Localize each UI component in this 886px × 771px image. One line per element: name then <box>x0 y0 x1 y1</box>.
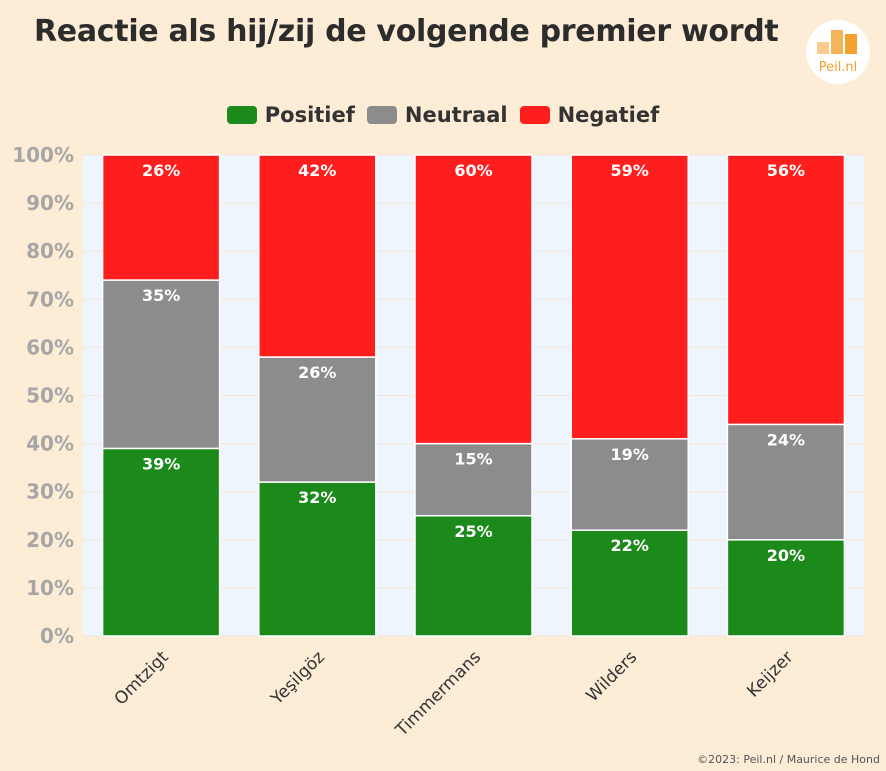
bar-segment <box>570 154 689 440</box>
bar-segment <box>726 539 846 637</box>
data-label: 22% <box>611 536 649 555</box>
y-tick-label: 90% <box>26 191 74 215</box>
chart-title: Reactie als hij/zij de volgende premier … <box>34 14 779 49</box>
data-label: 39% <box>142 454 180 473</box>
y-tick-label: 20% <box>26 528 74 552</box>
legend-item-positief: Positief <box>226 103 355 127</box>
legend-swatch-neutraal <box>366 106 397 124</box>
data-label: 19% <box>611 445 649 464</box>
y-tick-label: 80% <box>26 239 74 263</box>
peil-logo: Peil.nl <box>806 20 870 84</box>
y-tick-label: 60% <box>26 335 74 359</box>
data-label: 25% <box>454 522 492 541</box>
bar-segment <box>414 515 533 637</box>
legend: Positief Neutraal Negatief <box>0 100 886 130</box>
y-tick-label: 0% <box>40 624 74 648</box>
legend-swatch-negatief <box>519 106 550 124</box>
data-label: 32% <box>298 488 336 507</box>
bar-segment <box>101 154 221 281</box>
data-label: 26% <box>142 161 180 180</box>
y-tick-label: 50% <box>26 384 74 408</box>
legend-item-negatief: Negatief <box>519 103 660 127</box>
y-tick-label: 40% <box>26 432 74 456</box>
x-tick-label: Wilders <box>583 647 642 706</box>
data-label: 20% <box>767 546 805 565</box>
data-label: 35% <box>142 286 180 305</box>
legend-label-neutraal: Neutraal <box>404 103 508 127</box>
y-tick-label: 70% <box>26 287 74 311</box>
legend-swatch-positief <box>226 106 257 124</box>
data-label: 26% <box>298 363 336 382</box>
x-tick-label: Yeşilgöz <box>267 647 329 709</box>
bar-segment <box>726 423 846 541</box>
bar-segment <box>414 154 533 445</box>
data-label: 60% <box>454 161 492 180</box>
bar-segment <box>101 279 221 450</box>
credit-text: ©2023: Peil.nl / Maurice de Hond <box>697 753 880 766</box>
bar-segment <box>258 481 377 637</box>
legend-label-positief: Positief <box>264 103 355 127</box>
data-label: 15% <box>454 450 492 469</box>
bar-segment <box>414 442 533 517</box>
bar-segment <box>258 356 377 483</box>
y-tick-label: 30% <box>26 480 74 504</box>
data-label: 56% <box>767 161 805 180</box>
bar-segment <box>101 447 221 637</box>
x-tick-label: Keijzer <box>743 647 797 701</box>
x-tick-label: Timmermans <box>391 647 485 741</box>
logo-text: Peil.nl <box>818 60 858 75</box>
data-label: 24% <box>767 430 805 449</box>
y-tick-label: 100% <box>12 143 74 167</box>
data-label: 59% <box>611 161 649 180</box>
bar-segment <box>570 529 689 637</box>
bar-segment <box>258 154 377 358</box>
bar-segment <box>726 154 846 426</box>
x-tick-label: Omtzigt <box>111 647 173 709</box>
legend-item-neutraal: Neutraal <box>366 103 508 127</box>
data-label: 42% <box>298 161 336 180</box>
y-tick-label: 10% <box>26 576 74 600</box>
legend-label-negatief: Negatief <box>557 103 660 127</box>
bar-segment <box>570 438 689 531</box>
